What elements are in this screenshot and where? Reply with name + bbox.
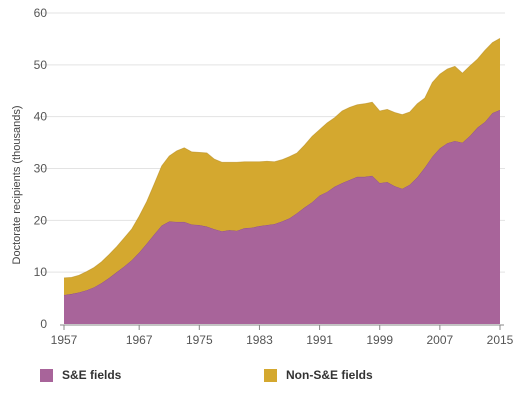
series-top-line-1	[63, 38, 501, 279]
x-tick-label: 2015	[487, 333, 514, 347]
y-tick-label: 10	[34, 265, 48, 279]
x-tick-label: 1975	[186, 333, 213, 347]
y-tick-label: 60	[34, 6, 48, 20]
legend-swatch-non-se	[264, 368, 277, 382]
y-tick-label: 30	[34, 162, 48, 176]
y-tick-label: 0	[40, 317, 47, 331]
legend-label-se: S&E fields	[62, 368, 122, 382]
areas	[63, 38, 501, 324]
x-tick-label: 1999	[366, 333, 393, 347]
x-tick-label: 2007	[427, 333, 454, 347]
x-tick-label: 1967	[126, 333, 153, 347]
y-tick-label: 20	[34, 213, 48, 227]
x-tick-label: 1957	[51, 333, 78, 347]
area-series-se-fields	[64, 109, 500, 324]
legend-item-non-se-fields: Non-S&E fields	[264, 366, 373, 384]
legend-swatch-se	[40, 368, 53, 382]
y-tick-label: 50	[34, 58, 48, 72]
y-tick-label: 40	[34, 110, 48, 124]
axes: 0 10 20 30 40 50 60 1957 1967 1975 1983 1991 1999 200…	[34, 6, 514, 347]
legend-label-non-se: Non-S&E fields	[286, 368, 373, 382]
legend-item-se-fields: S&E fields	[40, 366, 121, 384]
x-tick-label: 1991	[306, 333, 333, 347]
area-series-non-se-fields	[64, 38, 500, 295]
y-axis-label: Doctorate recipients (thousands)	[11, 106, 23, 265]
x-tick-label: 1983	[246, 333, 273, 347]
